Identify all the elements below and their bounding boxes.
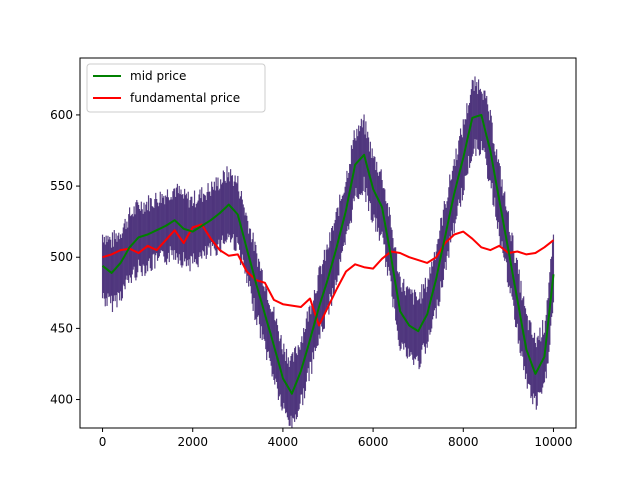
- legend: mid price fundamental price: [86, 63, 266, 113]
- y-tick-label: 550: [50, 179, 73, 193]
- x-tick-label: 4000: [268, 435, 299, 449]
- x-tick-label: 10000: [534, 435, 572, 449]
- order-book-band: [101, 76, 555, 428]
- series-line-fundamental-price: [102, 223, 555, 327]
- y-tick-label: 450: [50, 321, 73, 335]
- legend-label-fundamental-price: fundamental price: [130, 91, 240, 105]
- series-line-mid-price: [101, 113, 555, 395]
- x-axis: 0 2000 4000 6000 8000 10000: [99, 428, 573, 449]
- legend-box: [86, 63, 266, 113]
- y-tick-label: 400: [50, 393, 73, 407]
- x-tick-label: 0: [99, 435, 107, 449]
- y-axis: 400 450 500 550 600: [50, 108, 80, 407]
- x-tick-label: 2000: [177, 435, 208, 449]
- x-tick-label: 6000: [358, 435, 389, 449]
- axes-frame: [79, 57, 577, 429]
- x-tick-label: 8000: [448, 435, 479, 449]
- y-tick-label: 600: [50, 108, 73, 122]
- plot-area: [101, 76, 555, 428]
- legend-label-mid-price: mid price: [130, 69, 186, 83]
- series-layer: [101, 113, 555, 395]
- y-tick-label: 500: [50, 250, 73, 264]
